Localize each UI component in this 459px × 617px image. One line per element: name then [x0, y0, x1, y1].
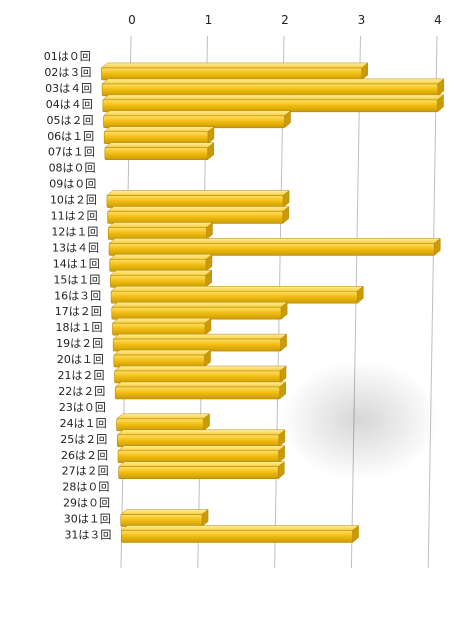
bars: [100, 62, 445, 544]
bar: [120, 509, 209, 528]
category-label: 12は１回: [51, 225, 98, 238]
category-label: 14は１回: [53, 257, 100, 270]
x-tick-label: 4: [434, 13, 442, 27]
bar: [102, 94, 445, 113]
category-label: 09は０回: [49, 178, 96, 191]
bar: [110, 285, 365, 304]
bar: [106, 205, 290, 225]
category-label: 17は２回: [55, 305, 102, 318]
category-label: 03は４回: [45, 82, 92, 95]
bar: [101, 78, 445, 97]
category-label: 18は１回: [55, 321, 102, 334]
category-label: 25は２回: [60, 433, 107, 446]
chart-shadow: [280, 360, 440, 480]
category-label: 11は２回: [51, 210, 98, 223]
bar: [104, 142, 215, 161]
category-label: 06は１回: [47, 130, 94, 143]
x-axis-ticks: 0 1 2 3 4: [128, 13, 442, 27]
bar: [117, 461, 286, 480]
category-label: 15は１回: [53, 273, 100, 286]
category-label: 31は３回: [64, 529, 111, 542]
bar: [116, 429, 286, 448]
category-label: 07は１回: [48, 146, 95, 159]
bar: [111, 317, 212, 336]
x-tick-label: 3: [358, 13, 366, 27]
bar: [100, 62, 369, 81]
category-label: 21は２回: [58, 369, 105, 382]
bar: [114, 381, 287, 400]
gridline-4: [427, 35, 438, 569]
bar: [117, 445, 286, 464]
category-label: 05は２回: [46, 114, 93, 127]
x-tick-label: 0: [128, 13, 136, 27]
category-label: 08は０回: [49, 162, 96, 175]
bar: [113, 349, 212, 368]
bar: [112, 333, 288, 352]
x-tick-label: 1: [205, 13, 213, 27]
category-label: 29は０回: [63, 497, 110, 510]
category-label: 24は１回: [60, 417, 107, 430]
category-label: 10は２回: [50, 194, 97, 207]
x-tick-label: 2: [281, 13, 289, 27]
floor-shadow: [280, 360, 440, 480]
bar: [109, 269, 213, 288]
category-label: 13は４回: [52, 241, 99, 254]
bar: [115, 413, 211, 432]
category-label: 16は３回: [54, 289, 101, 302]
category-label: 19は２回: [56, 337, 103, 350]
category-label: 27は２回: [62, 465, 109, 478]
bar: [107, 221, 214, 240]
category-label: 26は２回: [61, 449, 108, 462]
bar: [102, 110, 292, 129]
category-label: 20は１回: [57, 353, 104, 366]
bar: [103, 126, 215, 145]
bar: [108, 237, 442, 256]
bar: [120, 524, 360, 544]
category-label: 01は０回: [44, 50, 91, 63]
category-label: 28は０回: [62, 481, 109, 494]
category-labels: 01は０回 02は３回 03は４回 04は４回 05は２回 06は１回 07は１回 08は０回…: [44, 50, 112, 542]
category-label: 04は４回: [46, 98, 93, 111]
category-label: 30は１回: [64, 513, 111, 526]
bar: [106, 190, 290, 209]
bar: [109, 253, 213, 272]
category-label: 23は０回: [59, 401, 106, 414]
category-label: 02は３回: [44, 66, 91, 79]
bar: [111, 301, 288, 320]
category-label: 22は２回: [58, 385, 105, 398]
bar: [113, 365, 287, 384]
